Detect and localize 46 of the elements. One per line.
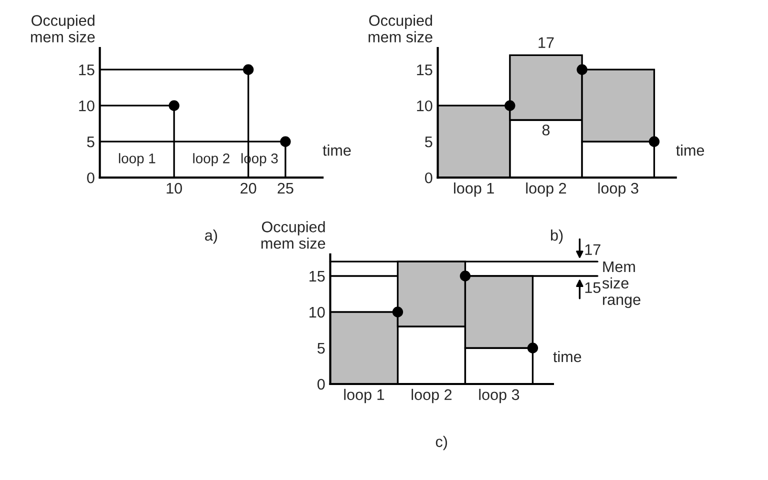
point xyxy=(392,306,404,318)
point xyxy=(576,64,588,75)
text: c) xyxy=(436,436,448,450)
point xyxy=(280,136,291,147)
annotation: loop 2 xyxy=(193,153,230,166)
x-axis-title: time xyxy=(322,144,351,156)
text: b) xyxy=(550,229,563,244)
x-tick-label: loop 2 xyxy=(526,182,566,197)
x-tick-label: 25 xyxy=(278,182,294,194)
x-tick-label: loop 2 xyxy=(412,388,452,404)
y-tick-label: 5 xyxy=(87,136,94,148)
y-axis-title: Occupied mem size xyxy=(261,221,326,249)
y-axis-title: Occupied mem size xyxy=(31,14,95,42)
y-tick-label: 5 xyxy=(317,343,325,354)
y-tick-label: 15 xyxy=(79,64,94,76)
y-tick-label: 15 xyxy=(417,64,432,76)
ref-line-label: 15 xyxy=(585,282,600,293)
y-tick-label: 0 xyxy=(87,172,94,184)
annotation: loop 1 xyxy=(118,153,156,166)
x-tick-label: 20 xyxy=(240,182,256,194)
y-tick-label: 0 xyxy=(425,172,432,184)
y-tick-label: 10 xyxy=(417,100,432,112)
x-tick-label: loop 1 xyxy=(454,182,494,197)
x-axis-title: time xyxy=(676,144,704,156)
y-tick-label: 5 xyxy=(425,136,432,148)
text: a) xyxy=(205,229,218,244)
y-tick-label: 10 xyxy=(310,306,325,318)
text: Mem size range xyxy=(602,261,640,308)
point xyxy=(527,342,538,354)
annotation: 8 xyxy=(542,124,550,136)
x-tick-label: loop 3 xyxy=(598,182,638,197)
ref-line-label: 17 xyxy=(585,244,600,255)
x-tick-label: loop 3 xyxy=(479,388,520,404)
y-axis-title: Occupied mem size xyxy=(368,14,432,42)
point xyxy=(504,100,516,111)
x-axis-title: time xyxy=(553,350,582,362)
point xyxy=(242,64,254,75)
point xyxy=(648,136,660,147)
point xyxy=(168,100,180,111)
y-tick-label: 15 xyxy=(310,271,325,282)
x-tick-label: 10 xyxy=(166,182,182,194)
point xyxy=(460,270,471,282)
y-tick-label: 10 xyxy=(79,100,94,112)
y-tick-label: 0 xyxy=(317,378,325,390)
x-tick-label: loop 1 xyxy=(344,388,384,404)
annotation: 17 xyxy=(538,37,554,48)
